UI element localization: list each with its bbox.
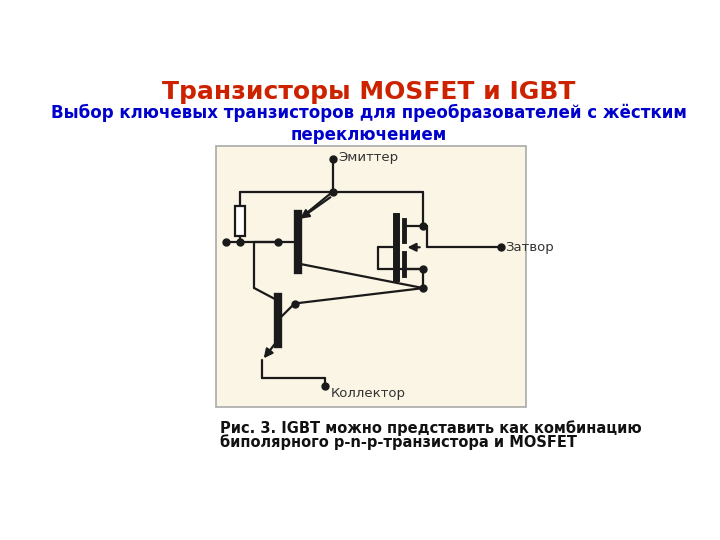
Bar bbox=[235, 206, 245, 236]
Text: Коллектор: Коллектор bbox=[330, 387, 405, 401]
Text: биполярного р-n-р-транзистора и MOSFET: биполярного р-n-р-транзистора и MOSFET bbox=[220, 434, 577, 450]
Text: Рис. 3. IGBT можно представить как комбинацию: Рис. 3. IGBT можно представить как комби… bbox=[220, 421, 642, 436]
Text: Эмиттер: Эмиттер bbox=[338, 151, 398, 165]
Text: Транзисторы MOSFET и IGBT: Транзисторы MOSFET и IGBT bbox=[162, 80, 576, 104]
Bar bbox=[216, 146, 526, 408]
Text: Выбор ключевых транзисторов для преобразователей с жёстким
переключением: Выбор ключевых транзисторов для преобраз… bbox=[51, 103, 687, 144]
Text: Затвор: Затвор bbox=[505, 241, 554, 254]
